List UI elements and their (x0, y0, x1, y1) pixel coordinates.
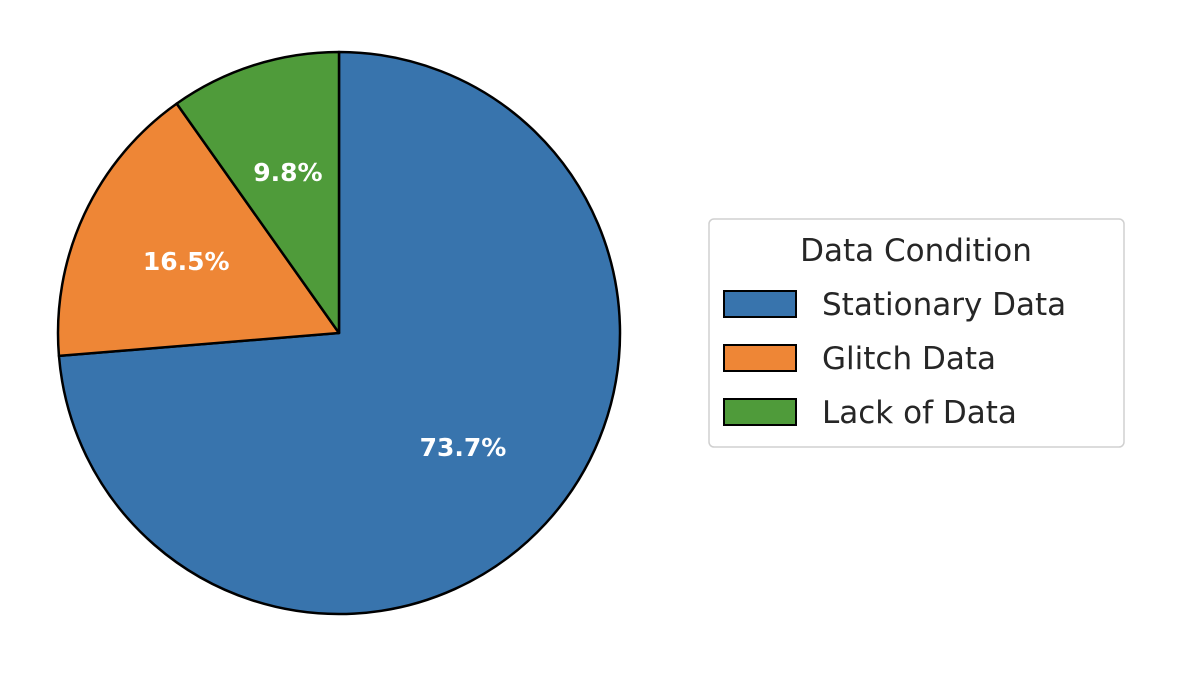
legend-swatch-lack-of-data (723, 398, 797, 426)
legend-swatch-stationary-data (723, 290, 797, 318)
legend-frame (708, 218, 1125, 448)
pie-label-lack-of-data: 9.8% (253, 158, 322, 187)
legend-label-glitch-data: Glitch Data (822, 341, 996, 377)
pie-label-glitch-data: 16.5% (143, 247, 230, 276)
legend-label-stationary-data: Stationary Data (822, 287, 1066, 323)
pie-slice-glitch-data (56, 102, 341, 358)
pie-slices (56, 50, 622, 616)
legend-label-lack-of-data: Lack of Data (822, 395, 1017, 431)
legend-title: Data Condition (800, 233, 1032, 269)
legend-items: Stationary Data Glitch Data Lack of Data (723, 287, 1066, 431)
legend-swatch-glitch-data (723, 344, 797, 372)
legend: Data Condition Stationary Data Glitch Dat… (708, 218, 1125, 448)
pie-label-stationary-data: 73.7% (420, 433, 507, 462)
pie-slice-labels: 73.7% 16.5% 9.8% (143, 158, 507, 462)
pie-slice-lack-of-data (175, 50, 341, 335)
